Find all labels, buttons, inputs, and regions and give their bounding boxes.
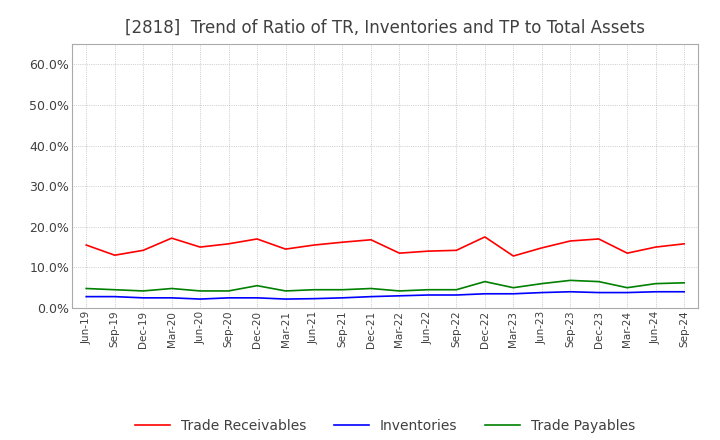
Trade Payables (366, 286, 375, 291)
Trade Receivables (338, 239, 347, 245)
Inventories (253, 295, 261, 301)
Trade Payables (509, 285, 518, 290)
Inventories (595, 290, 603, 295)
Trade Payables (680, 280, 688, 286)
Trade Receivables (623, 250, 631, 256)
Line: Inventories: Inventories (86, 292, 684, 299)
Trade Payables (566, 278, 575, 283)
Trade Receivables (452, 248, 461, 253)
Trade Receivables (537, 245, 546, 250)
Trade Payables (196, 288, 204, 293)
Legend: Trade Receivables, Inventories, Trade Payables: Trade Receivables, Inventories, Trade Pa… (130, 413, 641, 438)
Trade Receivables (225, 241, 233, 246)
Inventories (196, 297, 204, 302)
Trade Receivables (253, 236, 261, 242)
Trade Payables (110, 287, 119, 292)
Inventories (623, 290, 631, 295)
Inventories (652, 289, 660, 294)
Trade Receivables (566, 238, 575, 244)
Trade Receivables (509, 253, 518, 259)
Trade Payables (595, 279, 603, 284)
Trade Payables (652, 281, 660, 286)
Inventories (366, 294, 375, 299)
Trade Payables (282, 288, 290, 293)
Inventories (167, 295, 176, 301)
Trade Payables (139, 288, 148, 293)
Inventories (225, 295, 233, 301)
Inventories (110, 294, 119, 299)
Inventories (338, 295, 347, 301)
Inventories (537, 290, 546, 295)
Inventories (680, 289, 688, 294)
Trade Payables (167, 286, 176, 291)
Trade Receivables (480, 234, 489, 239)
Trade Receivables (110, 253, 119, 258)
Trade Receivables (366, 237, 375, 242)
Inventories (566, 289, 575, 294)
Trade Receivables (139, 248, 148, 253)
Trade Receivables (167, 235, 176, 241)
Trade Receivables (310, 242, 318, 248)
Trade Receivables (423, 249, 432, 254)
Trade Receivables (282, 246, 290, 252)
Line: Trade Payables: Trade Payables (86, 280, 684, 291)
Trade Payables (310, 287, 318, 292)
Line: Trade Receivables: Trade Receivables (86, 237, 684, 256)
Inventories (395, 293, 404, 298)
Trade Payables (225, 288, 233, 293)
Inventories (139, 295, 148, 301)
Trade Receivables (196, 245, 204, 250)
Trade Receivables (595, 236, 603, 242)
Trade Payables (395, 288, 404, 293)
Trade Receivables (395, 250, 404, 256)
Trade Receivables (652, 245, 660, 250)
Trade Payables (338, 287, 347, 292)
Inventories (82, 294, 91, 299)
Inventories (509, 291, 518, 297)
Trade Payables (623, 285, 631, 290)
Inventories (282, 297, 290, 302)
Inventories (423, 292, 432, 297)
Trade Payables (480, 279, 489, 284)
Trade Receivables (82, 242, 91, 248)
Trade Payables (452, 287, 461, 292)
Trade Payables (423, 287, 432, 292)
Title: [2818]  Trend of Ratio of TR, Inventories and TP to Total Assets: [2818] Trend of Ratio of TR, Inventories… (125, 19, 645, 37)
Inventories (480, 291, 489, 297)
Inventories (310, 296, 318, 301)
Trade Payables (537, 281, 546, 286)
Trade Payables (82, 286, 91, 291)
Trade Receivables (680, 241, 688, 246)
Trade Payables (253, 283, 261, 288)
Inventories (452, 292, 461, 297)
